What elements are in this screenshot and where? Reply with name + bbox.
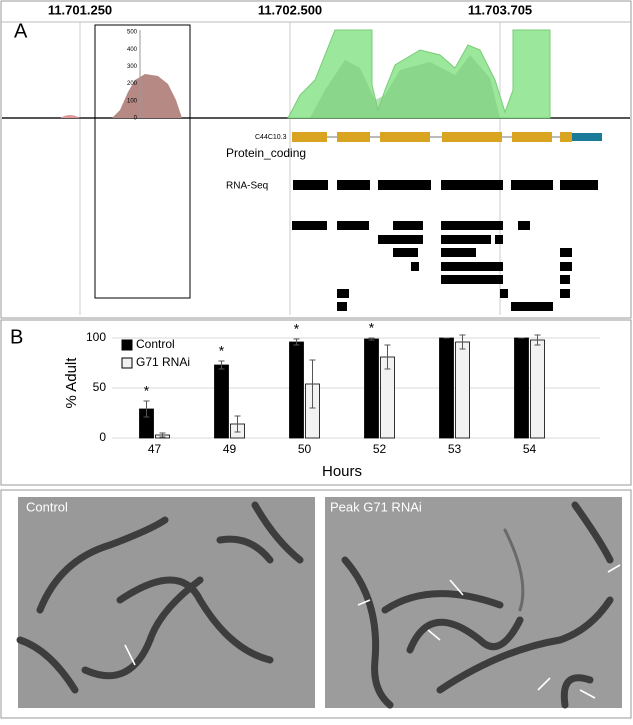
- bar-chart: 0 50 100 B % Adult Hours 47 * 49 * 50 * 52 * 53 54 Contr…: [10, 320, 600, 480]
- gene-id: C44C10.3: [255, 134, 287, 141]
- coverage-tick-label: 300: [127, 64, 138, 70]
- rnaseq-blocks: [292, 180, 598, 311]
- coordinate: 11.701.250: [48, 2, 112, 17]
- error-bar: [234, 415, 241, 433]
- legend-label: G71 RNAi: [136, 355, 190, 369]
- coverage-peak: [112, 74, 182, 118]
- micrograph-left: [18, 497, 315, 708]
- x-tick-label: 47: [148, 442, 162, 456]
- error-bar: [309, 359, 316, 409]
- exons: [292, 132, 572, 142]
- image-title: Peak G71 RNAi: [330, 499, 422, 514]
- error-bar: [293, 338, 300, 346]
- y-tick-label: 0: [99, 430, 106, 444]
- error-bar: [143, 400, 150, 418]
- utr: [572, 133, 602, 141]
- arrow: [124, 644, 136, 666]
- x-tick-label: 53: [448, 442, 462, 456]
- coverage-tick-label: 200: [127, 81, 138, 87]
- coverage-red: [60, 115, 80, 118]
- x-tick-label: 52: [373, 442, 387, 456]
- image-title: Control: [26, 499, 68, 514]
- gene-type: Protein_coding: [226, 146, 306, 160]
- track-name: RNA-Seq: [226, 181, 268, 192]
- significance: *: [294, 321, 300, 337]
- error-bar: [159, 432, 166, 438]
- panel-label: A: [14, 20, 28, 42]
- x-tick-label: 50: [298, 442, 312, 456]
- x-axis-label: Hours: [322, 463, 362, 480]
- bar: [214, 364, 229, 439]
- legend-label: Control: [136, 337, 175, 351]
- coverage-ticks: 500 400 300 200 100 0: [127, 30, 138, 122]
- x-tick-label: 49: [223, 442, 237, 456]
- y-tick-label: 100: [86, 330, 106, 344]
- x-tick-label: 54: [523, 442, 537, 456]
- significance: *: [219, 343, 225, 359]
- worms-right: [341, 501, 614, 709]
- highlight-box: [94, 24, 191, 299]
- y-axis-label: % Adult: [63, 357, 80, 409]
- error-bar: [384, 344, 391, 370]
- coverage-tick-label: 400: [127, 47, 138, 53]
- coverage-tick-label: 500: [127, 30, 138, 36]
- legend-swatch: [121, 339, 133, 351]
- error-bar: [218, 360, 225, 370]
- bar: [530, 339, 545, 439]
- error-bar: [368, 337, 375, 341]
- significance: *: [369, 320, 375, 336]
- bar: [455, 341, 470, 439]
- significance: *: [144, 383, 150, 399]
- coverage-green-dark: [310, 55, 500, 118]
- coordinate: 11.703.705: [468, 2, 532, 17]
- coverage-tick-label: 100: [127, 98, 138, 104]
- y-tick-label: 50: [93, 380, 107, 394]
- bar: [364, 338, 379, 439]
- bar: [514, 337, 529, 439]
- legend-swatch: [121, 357, 133, 369]
- bar: [289, 341, 304, 439]
- error-bar: [459, 334, 466, 350]
- bar: [439, 337, 454, 439]
- arrows: [357, 564, 621, 699]
- error-bar: [534, 334, 541, 346]
- worms-left: [16, 501, 304, 694]
- coverage-tick-label: 0: [134, 116, 138, 122]
- panel-label: B: [10, 326, 23, 348]
- coordinate: 11.702.500: [258, 2, 322, 17]
